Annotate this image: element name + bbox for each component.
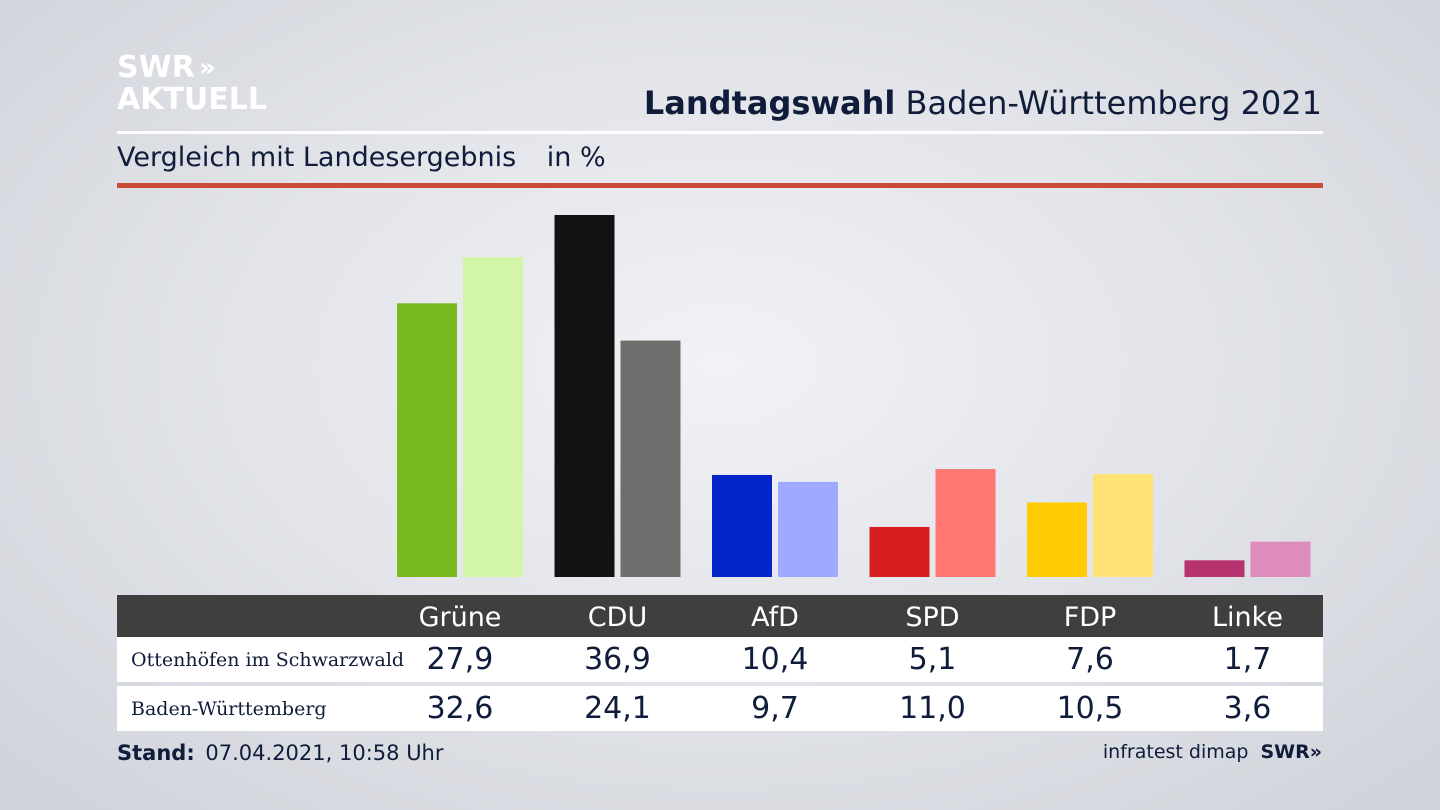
value-spd-state: 11,0	[899, 691, 966, 726]
bar-cdu-state	[620, 340, 681, 577]
row-label-local: Ottenhöfen im Schwarzwald	[131, 648, 405, 671]
value-grne-local: 27,9	[426, 642, 494, 677]
column-header-spd: SPD	[905, 601, 960, 633]
header-divider	[117, 131, 1323, 134]
stand-label: Stand:	[117, 741, 195, 765]
table-header-row: Grüne CDU AfD SPD FDP Linke	[117, 595, 1323, 637]
value-cdu-state: 24,1	[584, 691, 651, 726]
swr-aktuell-logo: SWR » AKTUELL	[117, 52, 267, 116]
bar-spd-local	[869, 526, 930, 577]
bar-grne-local	[397, 303, 457, 577]
bar-fdp-state	[1093, 473, 1153, 577]
table-row: Ottenhöfen im Schwarzwald 27,9 36,9 10,4 5,…	[117, 637, 1323, 682]
bar-cdu-local	[554, 215, 615, 577]
bar-fdp-local	[1027, 502, 1087, 577]
source-credit: infratest dimap SWR»	[1103, 741, 1322, 763]
bar-linke-local	[1184, 560, 1245, 577]
timestamp: Stand: 07.04.2021, 10:58 Uhr	[117, 741, 444, 765]
chart-subtitle: Vergleich mit Landesergebnis in %	[117, 142, 606, 173]
value-afd-local: 10,4	[741, 642, 809, 677]
value-spd-local: 5,1	[908, 642, 957, 677]
value-grne-state: 32,6	[426, 691, 494, 726]
value-linke-local: 1,7	[1223, 642, 1272, 677]
bar-afd-state	[778, 481, 838, 577]
page-title: Landtagswahl Baden-Württemberg 2021	[644, 84, 1322, 122]
logo-line-swr: SWR »	[117, 52, 267, 84]
bar-grne-state	[463, 257, 523, 577]
subtitle-text: Vergleich mit Landesergebnis	[117, 142, 517, 173]
bar-linke-state	[1250, 541, 1311, 577]
bar-spd-state	[935, 469, 996, 577]
swr-brand-logo: SWR»	[1260, 741, 1322, 763]
source-text: infratest dimap	[1102, 741, 1249, 763]
title-rest: Baden-Württemberg 2021	[905, 84, 1323, 122]
column-header-cdu: CDU	[587, 601, 648, 633]
table-row: Baden-Württemberg 32,6 24,1 9,7 11,0 10,5 3,6	[117, 686, 1323, 731]
value-afd-state: 9,7	[751, 691, 799, 726]
column-header-grne: Grüne	[418, 601, 502, 633]
title-bold: Landtagswahl	[643, 84, 896, 122]
accent-divider	[117, 183, 1323, 188]
row-label-state: Baden-Württemberg	[131, 697, 327, 720]
results-table: Grüne CDU AfD SPD FDP Linke Ottenhöfen im Sch…	[117, 595, 1323, 731]
logo-line-aktuell: AKTUELL	[117, 82, 268, 117]
bar-afd-local	[712, 474, 772, 577]
value-fdp-state: 10,5	[1056, 691, 1124, 726]
value-cdu-local: 36,9	[584, 642, 651, 677]
value-linke-state: 3,6	[1223, 691, 1272, 726]
unit-label: in %	[546, 142, 606, 173]
column-header-afd: AfD	[751, 601, 799, 633]
value-fdp-local: 7,6	[1066, 642, 1114, 677]
stand-value: 07.04.2021, 10:58 Uhr	[205, 741, 444, 765]
logo-swr-text: SWR	[117, 50, 195, 85]
column-header-linke: Linke	[1212, 601, 1283, 633]
column-header-fdp: FDP	[1063, 601, 1117, 633]
